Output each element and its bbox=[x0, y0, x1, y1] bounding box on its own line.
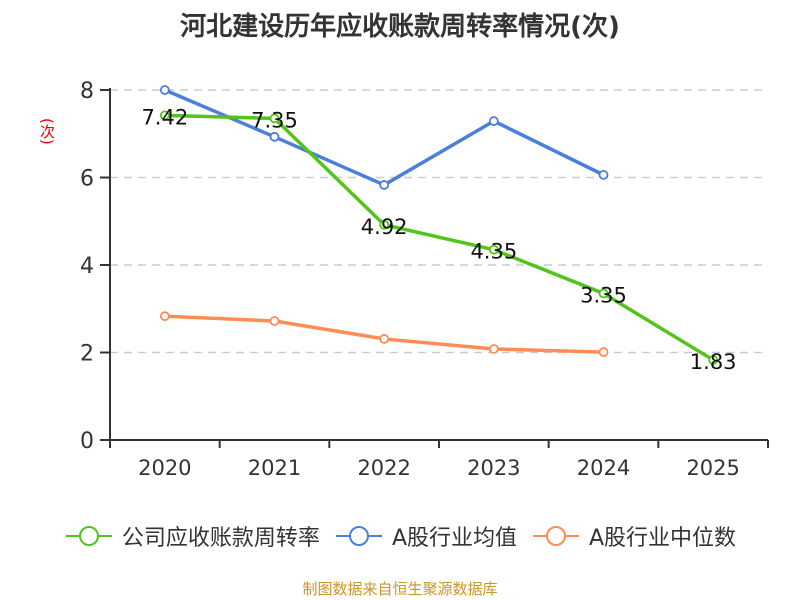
y-tick-label: 4 bbox=[80, 254, 94, 279]
data-point bbox=[269, 316, 280, 326]
data-label: 3.35 bbox=[580, 283, 627, 307]
legend-label: A股行业均值 bbox=[391, 526, 517, 551]
x-tick-label: 2020 bbox=[138, 456, 191, 480]
data-point bbox=[269, 131, 280, 142]
chart-title: 河北建设历年应收账款周转率情况(次) bbox=[180, 12, 620, 42]
data-point bbox=[379, 219, 390, 230]
data-point bbox=[379, 180, 390, 190]
data-point bbox=[379, 334, 390, 344]
x-tick-label: 2024 bbox=[577, 456, 630, 480]
y-tick-label: 2 bbox=[80, 342, 94, 367]
x-tick-label: 2025 bbox=[686, 456, 739, 480]
data-point bbox=[488, 344, 499, 354]
x-tick-label: 2023 bbox=[467, 456, 520, 480]
data-point bbox=[488, 116, 499, 126]
legend-item-industry-mean[interactable]: A股行业均值 bbox=[334, 518, 517, 554]
data-point bbox=[159, 311, 170, 322]
data-label: 7.35 bbox=[251, 108, 298, 132]
x-tick-label: 2021 bbox=[248, 456, 301, 480]
x-tick-label: 2022 bbox=[357, 456, 410, 480]
data-label: 1.83 bbox=[690, 350, 737, 374]
legend: 公司应收账款周转率 A股行业均值 A股行业中位数 bbox=[0, 518, 800, 554]
data-point bbox=[708, 355, 719, 365]
data-point bbox=[598, 169, 609, 180]
legend-label: 公司应收账款周转率 bbox=[121, 526, 320, 551]
legend-label: A股行业中位数 bbox=[589, 526, 737, 551]
y-tick-label: 6 bbox=[80, 167, 94, 192]
legend-item-company[interactable]: 公司应收账款周转率 bbox=[64, 518, 320, 554]
y-axis-label: (次) bbox=[38, 118, 56, 145]
data-point bbox=[269, 113, 280, 124]
legend-item-industry-median[interactable]: A股行业中位数 bbox=[531, 518, 736, 554]
legend-marker-icon bbox=[533, 526, 579, 546]
data-label: 4.35 bbox=[470, 240, 517, 264]
data-point bbox=[159, 110, 170, 121]
legend-marker-icon bbox=[65, 526, 112, 546]
data-point bbox=[598, 347, 609, 357]
data-label: 4.92 bbox=[361, 215, 408, 239]
y-tick-label: 8 bbox=[80, 79, 94, 104]
data-point bbox=[488, 244, 499, 255]
series-line bbox=[164, 88, 605, 187]
data-label: 7.42 bbox=[141, 105, 188, 129]
data-point bbox=[159, 85, 170, 95]
series-line bbox=[164, 113, 715, 362]
data-point bbox=[598, 288, 609, 299]
y-tick-label: 0 bbox=[80, 429, 94, 454]
data-source-note: 制图数据来自恒生聚源数据库 bbox=[302, 580, 498, 598]
legend-marker-icon bbox=[335, 526, 382, 546]
